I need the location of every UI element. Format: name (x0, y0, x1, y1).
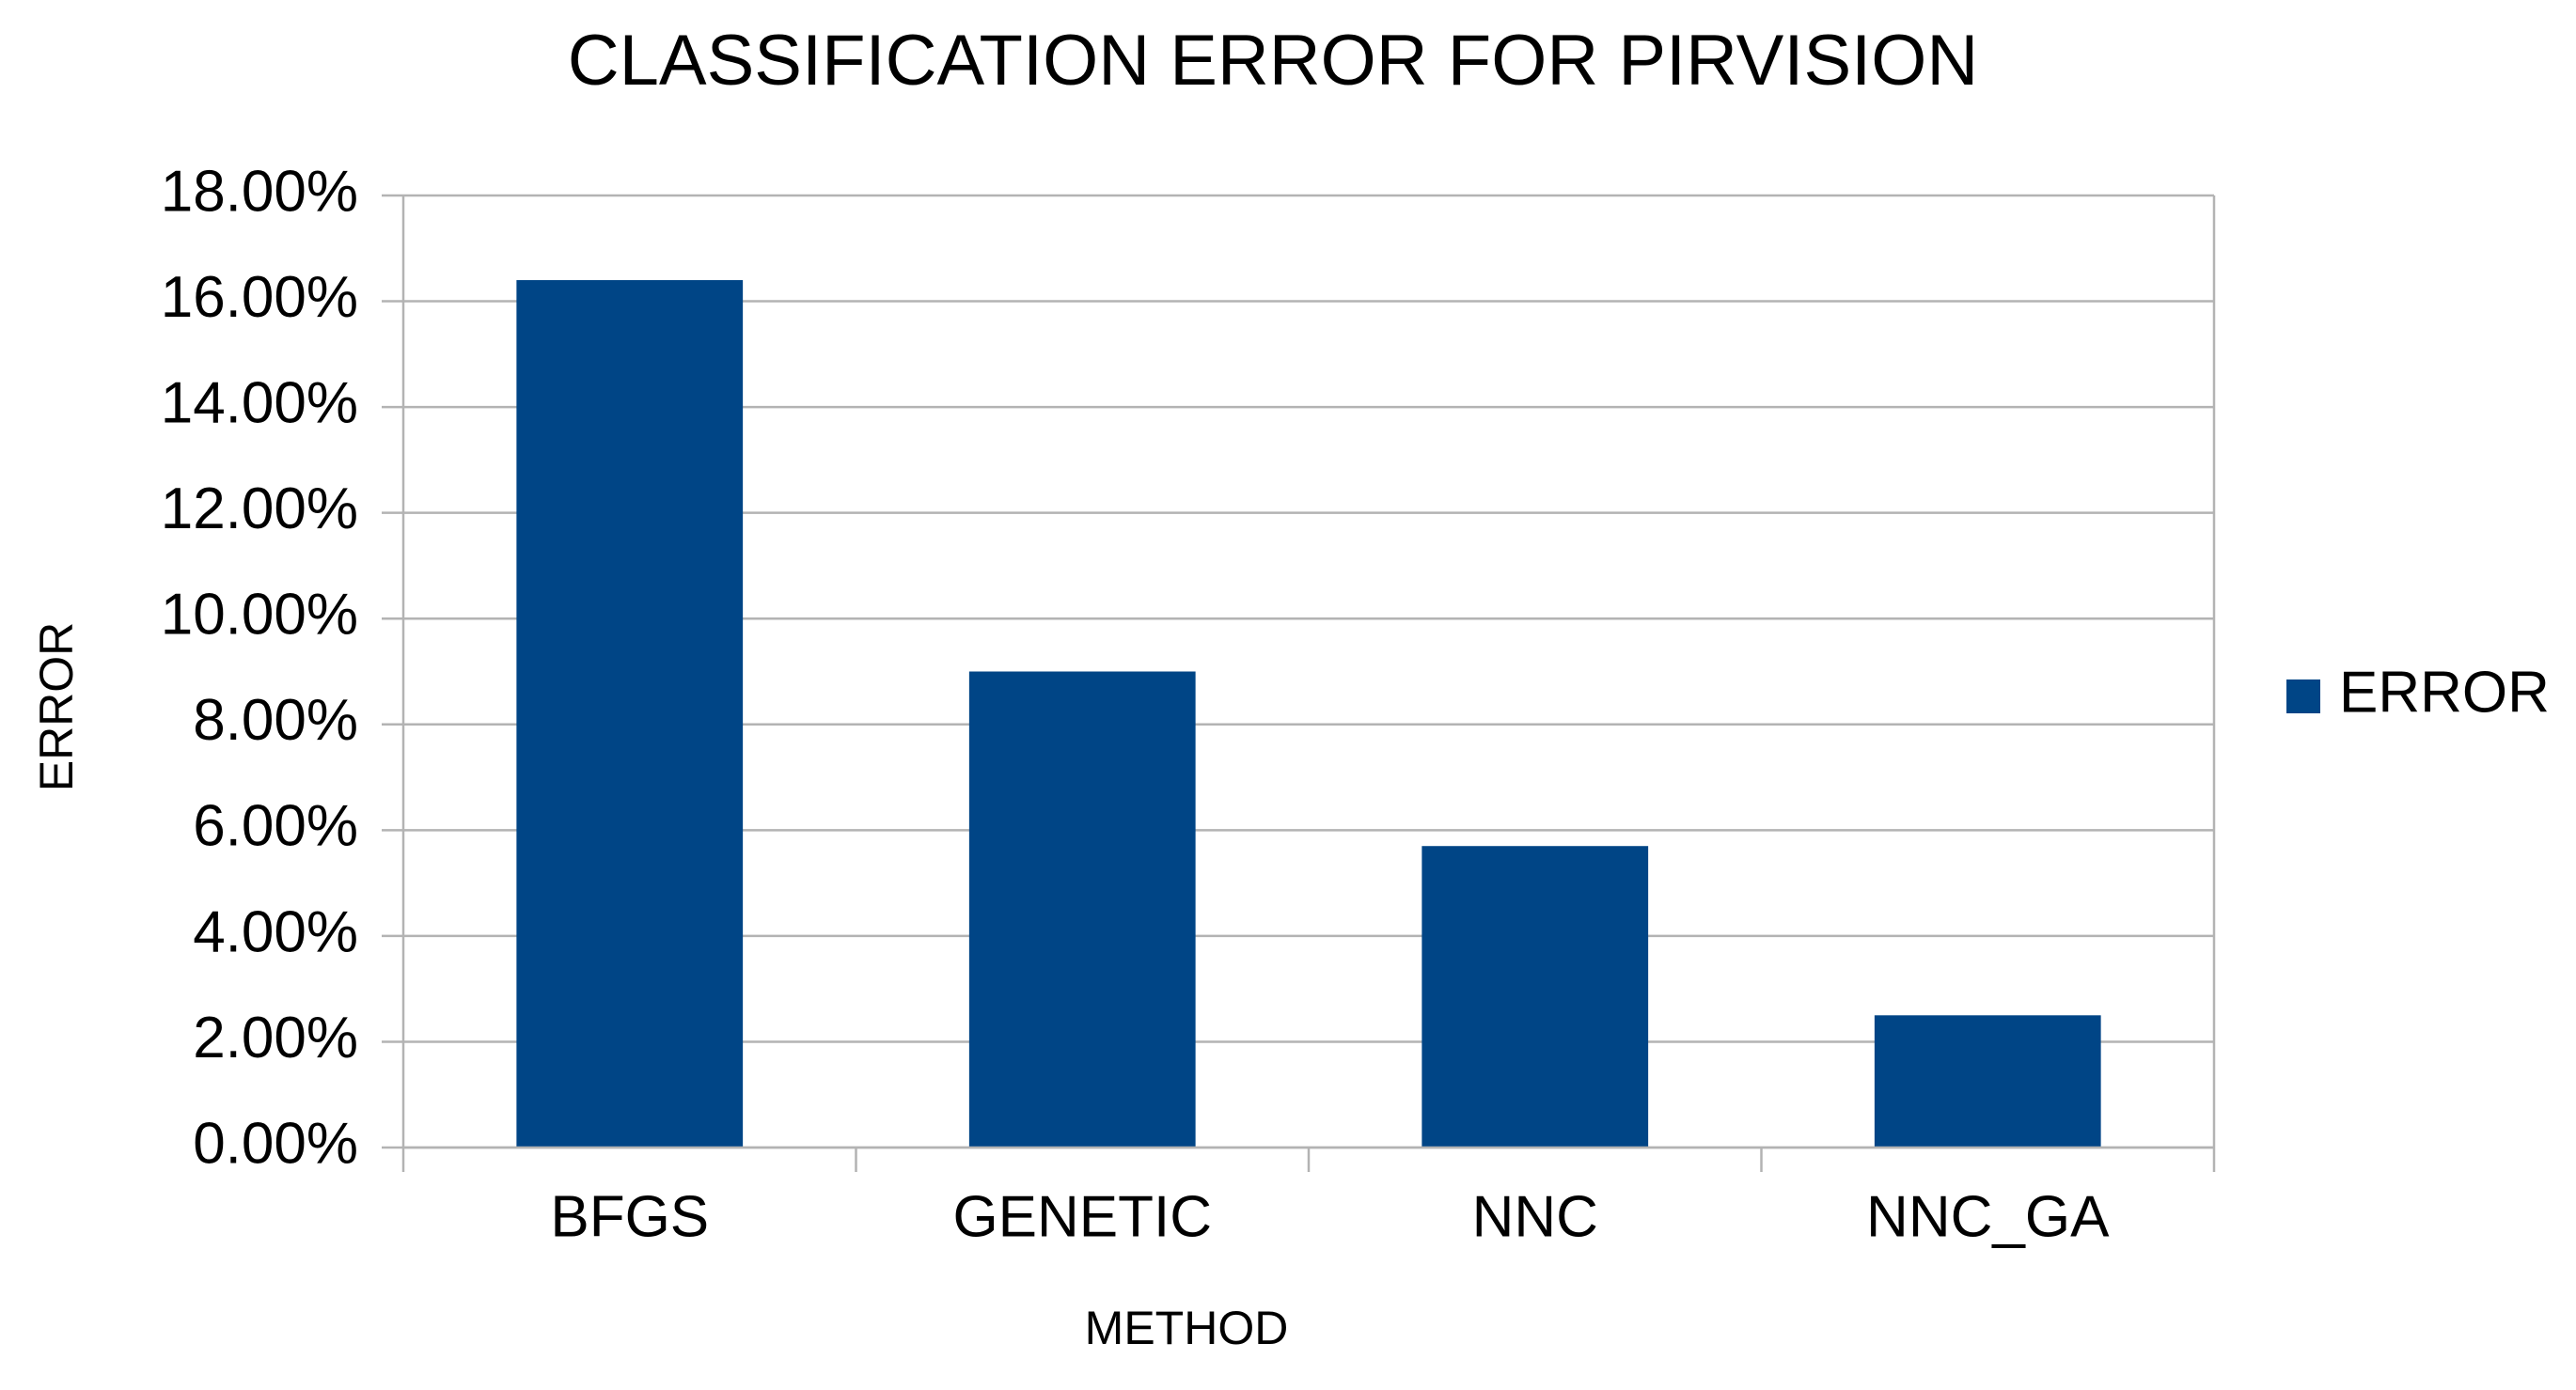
y-tick-label: 4.00% (193, 899, 358, 964)
legend-label: ERROR (2339, 660, 2550, 725)
y-tick-label: 18.00% (161, 159, 358, 224)
bar (1422, 846, 1649, 1148)
y-tick-label: 2.00% (193, 1006, 358, 1070)
x-tick-label: NNC_GA (1866, 1184, 2110, 1249)
bar (1874, 1015, 2101, 1148)
x-axis-label: METHOD (1085, 1302, 1289, 1354)
bar (968, 671, 1196, 1148)
y-tick-label: 16.00% (161, 265, 358, 330)
x-tick-label: NNC (1472, 1184, 1598, 1249)
y-tick-label: 0.00% (193, 1111, 358, 1176)
y-tick-label: 8.00% (193, 688, 358, 753)
legend-swatch (2286, 679, 2320, 713)
bar (516, 280, 744, 1148)
y-axis-label: ERROR (30, 622, 83, 792)
chart-title: CLASSIFICATION ERROR FOR PIRVISION (568, 21, 1979, 101)
x-tick-label: BFGS (550, 1184, 709, 1249)
y-tick-label: 6.00% (193, 794, 358, 859)
y-tick-label: 12.00% (161, 476, 358, 541)
y-tick-label: 10.00% (161, 583, 358, 648)
x-tick-label: GENETIC (952, 1184, 1212, 1249)
y-tick-label: 14.00% (161, 370, 358, 435)
